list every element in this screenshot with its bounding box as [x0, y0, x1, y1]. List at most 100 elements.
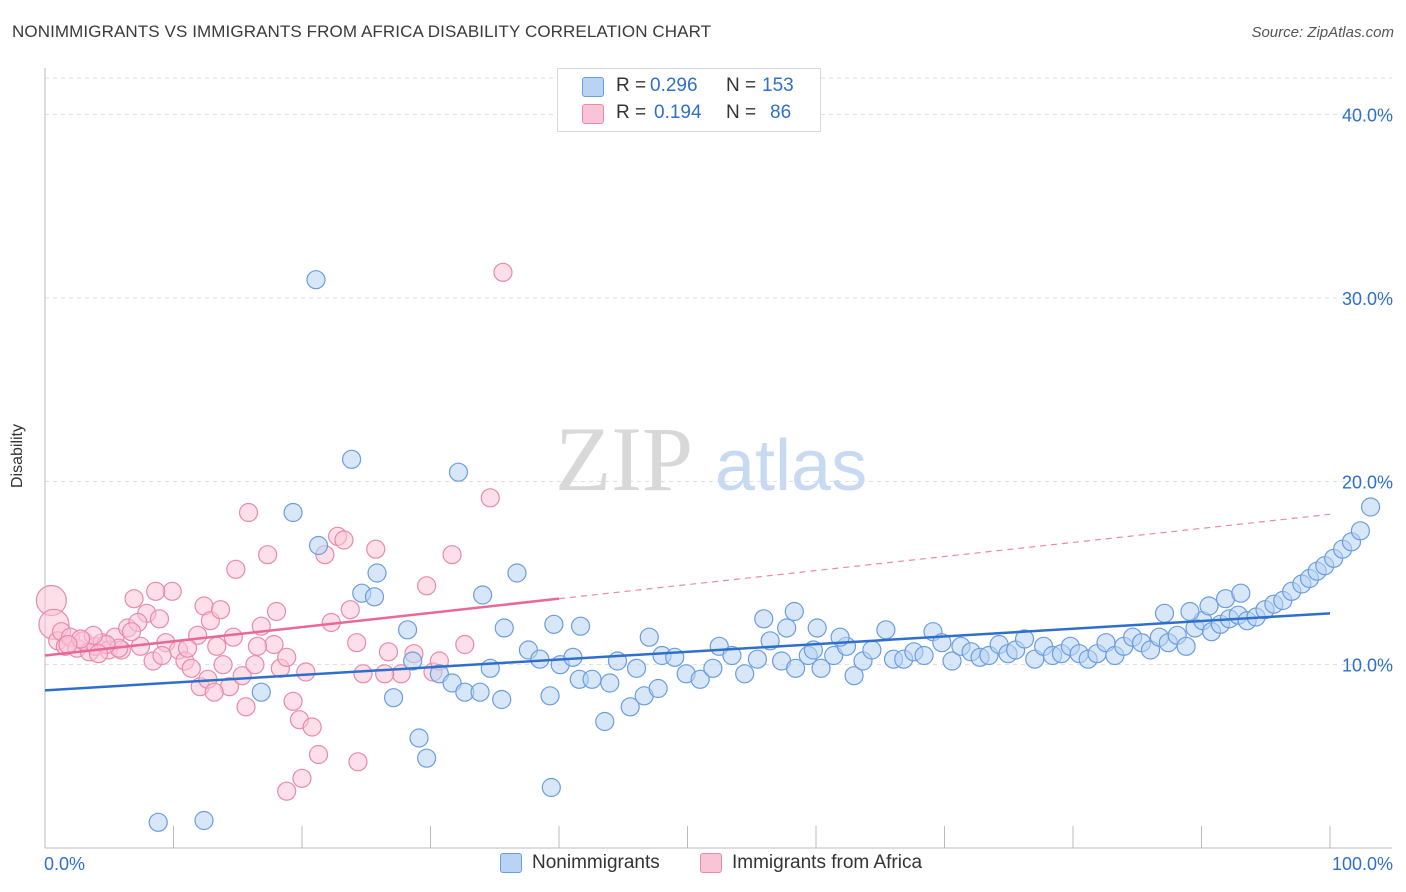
trend-line-immigrants — [44, 597, 560, 657]
nonimmigrants-point — [470, 682, 490, 702]
nonimmigrants-point — [1180, 601, 1200, 622]
immigrants-point — [88, 644, 109, 664]
legend-swatch-blue — [500, 853, 522, 873]
nonimmigrants-point — [473, 585, 493, 605]
nonimmigrants-point — [1014, 629, 1035, 649]
nonimmigrants-point — [620, 697, 640, 717]
trend-line-nonimmigrants — [44, 612, 1331, 692]
immigrants-point — [204, 682, 224, 702]
nonimmigrants-point — [932, 633, 952, 653]
legend-swatch-blue — [582, 77, 604, 97]
nonimmigrants-point — [807, 618, 827, 638]
legend-r-label: R = — [616, 102, 647, 123]
immigrants-point — [375, 664, 395, 684]
nonimmigrants-point — [595, 711, 615, 732]
immigrants-point — [277, 781, 297, 801]
legend-r-value-blue: 0.296 — [650, 75, 698, 96]
chart-title: NONIMMIGRANTS VS IMMIGRANTS FROM AFRICA … — [12, 22, 712, 41]
immigrants-point — [334, 530, 354, 550]
immigrants-point — [236, 697, 256, 717]
immigrants-point — [207, 636, 227, 656]
nonimmigrants-point — [367, 563, 387, 583]
watermark-zip: ZIP — [555, 408, 693, 510]
legend-n-value-blue: 153 — [762, 75, 794, 96]
immigrants-point — [152, 645, 172, 666]
nonimmigrants-point — [735, 664, 755, 684]
legend-r-label: R = — [616, 75, 647, 96]
immigrants-point — [58, 634, 78, 655]
nonimmigrants-point — [417, 748, 437, 768]
nonimmigrants-point — [747, 649, 768, 669]
immigrants-point — [292, 768, 312, 788]
immigrants-point — [480, 488, 500, 508]
nonimmigrants-point — [409, 728, 429, 748]
immigrants-point — [493, 262, 513, 282]
nonimmigrants-point — [448, 462, 469, 482]
nonimmigrants-point — [785, 658, 806, 678]
immigrants-point — [181, 658, 201, 678]
immigrants-point — [302, 717, 322, 737]
trend-line-immigrants-extension — [558, 513, 1331, 600]
legend-n-label: N = — [726, 102, 757, 123]
immigrants-point — [124, 589, 144, 609]
immigrants-point — [347, 633, 367, 653]
nonimmigrants-point — [600, 673, 620, 693]
nonimmigrants-point — [876, 620, 896, 640]
nonimmigrants-point — [703, 658, 723, 678]
y-tick-label: 10.0% — [1342, 656, 1393, 676]
immigrants-point — [226, 559, 246, 579]
legend-swatch-pink — [700, 853, 722, 873]
nonimmigrants-point — [283, 502, 303, 523]
nonimmigrants-point — [862, 640, 882, 660]
nonimmigrants-point — [582, 669, 602, 689]
nonimmigrants-point — [1231, 583, 1251, 603]
nonimmigrants-point — [626, 658, 647, 678]
immigrants-point — [340, 600, 360, 620]
nonimmigrants-point — [784, 601, 804, 622]
nonimmigrants-point — [251, 682, 271, 702]
nonimmigrants-point — [570, 616, 591, 636]
nonimmigrants-point — [403, 651, 423, 671]
nonimmigrants-point — [494, 618, 514, 638]
y-axis-label: Disability — [9, 423, 26, 489]
x-tick-label: 0.0% — [44, 854, 85, 874]
legend-swatch-pink — [582, 104, 604, 124]
nonimmigrants-point — [811, 658, 831, 678]
nonimmigrants-point — [1350, 521, 1371, 541]
series-immigrants-points — [35, 262, 513, 801]
nonimmigrants-point — [760, 631, 780, 651]
nonimmigrants-point — [194, 810, 214, 831]
y-tick-label: 30.0% — [1342, 289, 1393, 309]
nonimmigrants-point — [777, 618, 797, 638]
immigrants-point — [245, 655, 265, 675]
correlation-legend: R = 0.296 N = 153 R = 0.194 N = 86 — [557, 68, 821, 132]
grid-lines — [45, 77, 1392, 666]
y-tick-label: 20.0% — [1342, 472, 1393, 492]
immigrants-point — [177, 638, 198, 658]
immigrants-point — [378, 642, 399, 662]
immigrants-point — [417, 576, 437, 596]
axes — [44, 68, 1392, 849]
immigrants-point — [296, 662, 316, 682]
immigrants-point — [348, 752, 368, 772]
nonimmigrants-point — [492, 689, 512, 710]
nonimmigrants-point — [1199, 596, 1219, 616]
nonimmigrants-point — [383, 688, 404, 708]
nonimmigrants-point — [722, 645, 742, 666]
nonimmigrants-point — [942, 651, 962, 671]
nonimmigrants-point — [544, 614, 564, 634]
nonimmigrants-point — [397, 620, 418, 640]
immigrants-point — [283, 691, 303, 711]
nonimmigrants-point — [1360, 497, 1381, 517]
nonimmigrants-point — [341, 449, 362, 469]
immigrants-point — [146, 581, 166, 601]
nonimmigrants-point — [1154, 603, 1175, 623]
y-tick-label: 40.0% — [1342, 106, 1393, 126]
nonimmigrants-point — [507, 563, 527, 583]
immigrants-point — [266, 601, 287, 622]
nonimmigrants-point — [690, 669, 710, 689]
immigrants-point — [213, 655, 233, 675]
immigrants-point — [223, 627, 243, 647]
immigrants-point — [353, 664, 373, 684]
